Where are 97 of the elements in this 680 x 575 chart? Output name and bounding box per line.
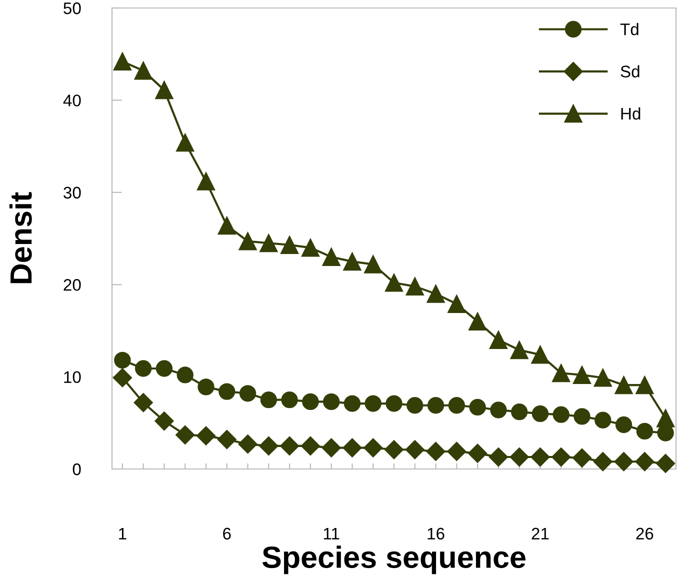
point xyxy=(615,416,632,434)
point xyxy=(238,232,257,250)
point xyxy=(468,312,487,331)
point xyxy=(552,364,570,382)
point xyxy=(198,378,214,396)
point xyxy=(364,255,382,274)
point xyxy=(386,395,402,412)
point xyxy=(488,447,508,467)
point xyxy=(218,383,236,400)
point xyxy=(552,447,571,467)
point xyxy=(114,352,131,369)
point xyxy=(594,412,612,428)
point xyxy=(342,438,362,458)
point xyxy=(155,81,174,100)
point xyxy=(217,430,236,450)
point xyxy=(154,412,174,431)
point xyxy=(238,434,258,454)
point xyxy=(530,447,550,467)
point xyxy=(176,366,194,384)
point xyxy=(447,442,466,462)
point xyxy=(427,397,444,414)
point xyxy=(280,236,299,254)
point xyxy=(614,452,634,472)
point xyxy=(469,398,486,416)
legend-label: Td xyxy=(620,23,638,36)
point xyxy=(113,52,132,71)
point xyxy=(510,447,529,467)
point xyxy=(614,376,633,394)
point xyxy=(196,426,216,446)
point xyxy=(300,436,320,456)
point xyxy=(594,368,612,387)
point xyxy=(343,252,362,271)
point xyxy=(280,436,300,456)
legend-label: Sd xyxy=(620,65,640,78)
point xyxy=(281,392,298,408)
point xyxy=(511,404,528,420)
point xyxy=(426,442,446,462)
point xyxy=(574,408,590,425)
point xyxy=(384,440,404,460)
point xyxy=(323,393,340,410)
point xyxy=(510,341,528,360)
y-axis-title: Densit xyxy=(9,192,32,284)
point xyxy=(406,397,424,414)
point xyxy=(448,397,465,414)
point xyxy=(656,454,676,473)
y-tick-label: 10 xyxy=(64,371,81,384)
x-tick-label: 21 xyxy=(532,528,549,540)
point xyxy=(260,392,277,408)
point xyxy=(405,440,424,460)
point xyxy=(572,448,592,468)
x-tick-label: 6 xyxy=(223,528,231,540)
point xyxy=(196,172,216,190)
point xyxy=(156,360,173,377)
point xyxy=(364,438,383,458)
point xyxy=(218,216,236,235)
point xyxy=(656,409,675,428)
legend-label: Hd xyxy=(621,107,640,120)
point xyxy=(364,395,382,412)
point xyxy=(532,405,549,422)
point xyxy=(344,395,361,412)
point xyxy=(490,402,507,418)
y-tick-label: 20 xyxy=(64,279,81,291)
point xyxy=(260,234,278,252)
point xyxy=(489,330,508,349)
point xyxy=(239,385,256,402)
point xyxy=(176,134,194,152)
x-tick-label: 16 xyxy=(428,528,444,540)
point xyxy=(572,366,592,384)
x-axis-title: Species sequence xyxy=(262,546,526,574)
point xyxy=(552,406,570,423)
point xyxy=(593,452,612,472)
point xyxy=(468,444,488,463)
point xyxy=(112,368,132,388)
point xyxy=(322,248,340,266)
y-tick-label: 30 xyxy=(64,186,81,199)
point xyxy=(322,438,341,458)
point xyxy=(259,436,278,456)
point xyxy=(134,62,152,80)
y-tick-label: 40 xyxy=(63,94,81,106)
point xyxy=(448,294,466,313)
point xyxy=(636,376,654,394)
point xyxy=(406,277,424,296)
x-tick-label: 26 xyxy=(636,528,654,540)
point xyxy=(302,393,319,410)
point xyxy=(134,393,153,412)
point xyxy=(384,274,404,292)
x-tick-label: 11 xyxy=(324,528,340,540)
y-tick-label: 50 xyxy=(64,2,81,14)
point xyxy=(176,425,195,444)
point xyxy=(135,360,152,377)
point xyxy=(426,284,445,303)
y-tick-label: 0 xyxy=(72,463,81,476)
point xyxy=(636,422,653,440)
point xyxy=(301,238,320,257)
x-tick-label: 1 xyxy=(119,528,126,540)
point xyxy=(635,452,654,472)
point xyxy=(531,346,550,364)
